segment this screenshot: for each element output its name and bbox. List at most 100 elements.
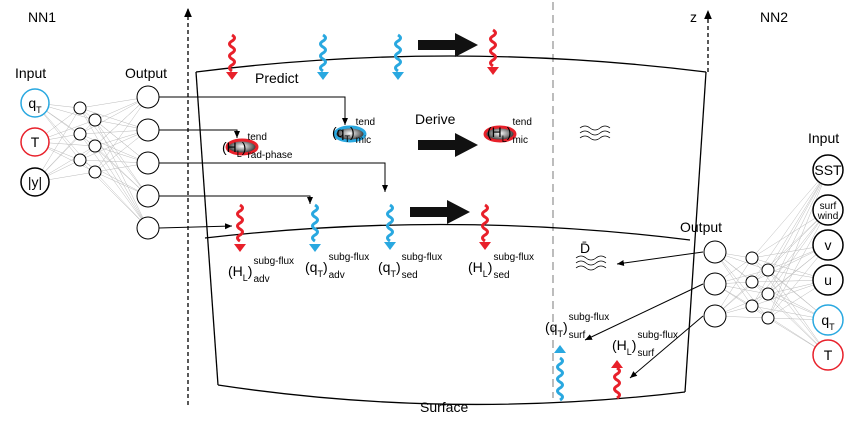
input-text: T [824,347,833,363]
term-close: ) [242,139,247,155]
link [751,169,829,307]
domain-shape [184,2,712,406]
input-label: qT [821,312,835,332]
flux-wave [556,356,564,402]
term: (HL) [228,263,252,283]
term-sub: mic [356,135,372,146]
term-sup: tend [356,117,375,128]
hidden-node [761,287,775,301]
hidden-node [761,263,775,277]
term: (qT) [332,124,355,144]
input-node [20,167,50,197]
flux-arrow [234,203,246,252]
term-close: ) [350,124,355,140]
term-close: ) [323,259,328,275]
input-node [812,154,844,186]
input-text: u [824,272,832,288]
term: (HL) [468,259,492,279]
output-node [703,240,727,264]
term-sub: adv [253,274,269,285]
hidden-node [88,165,102,179]
flux-head [392,72,404,80]
flux-wave [481,203,489,243]
flux-head [487,67,499,75]
nn2-output-title: Output [680,219,722,235]
term-sub: surf [637,348,654,359]
input-sub: T [36,105,42,115]
term-close: ) [248,263,253,279]
flux-head [384,242,396,250]
term-sub: surf [569,330,586,341]
term-var-sub: L [627,347,632,357]
link [79,107,149,131]
term-var: (H [468,259,483,275]
input-text: v [825,237,832,253]
flux-wave [311,203,319,243]
nn1-output-title: Output [125,65,167,81]
hidden-node [745,299,759,313]
flux-arrow [317,33,329,80]
link [767,169,829,319]
flux-head [317,72,329,80]
link [767,169,829,271]
link [767,269,829,356]
term-sub: mic [512,135,528,146]
link [94,96,149,173]
input-label: |y| [28,174,42,190]
link [751,169,829,259]
term: (qT) [378,259,401,279]
term-sub: sed [493,270,509,281]
term-sup: tend [512,117,531,128]
term-close: ) [563,319,568,335]
term-var-sub: L [237,149,242,159]
term: (HL) [222,139,246,159]
flux-arrow [384,203,396,250]
nn2-title: NN2 [760,9,788,25]
link [79,133,149,164]
term-var: (H [222,139,237,155]
term-var-sub: T [390,269,396,279]
output-node [136,85,160,109]
term: (HL) [487,124,511,144]
term: (qT) [305,259,328,279]
term-var-sub: T [344,134,350,144]
output-node [136,216,160,240]
term-sup: tend [247,132,266,143]
flux-wave [394,33,402,73]
input-label: u [824,272,832,288]
nn1-input-title: Input [15,65,46,81]
nn1-title: NN1 [28,9,56,25]
term-sup: subg-flux [329,252,370,263]
d-bar: D̄ [580,240,590,256]
input-text: q [28,95,36,111]
term-sup: subg-flux [637,330,678,341]
flux-wave [613,366,621,400]
blobs [225,125,517,156]
input-sub: T [829,322,835,332]
term-sup: subg-flux [402,252,443,263]
term-close: ) [396,259,401,275]
term-var: (q [378,259,390,275]
term-var: (q [332,124,344,140]
link [767,209,829,295]
term-var: (H [228,263,243,279]
input-node [20,88,50,118]
link [714,251,769,319]
term-var-sub: L [243,273,248,283]
input-label: qT [28,95,42,115]
hidden-node [88,113,102,127]
term-var: (H [612,337,627,353]
link [94,171,149,229]
term-sub: rad-phase [247,150,292,161]
hidden-node [761,311,775,325]
flux-arrows [226,28,623,402]
input-label: T [31,134,40,150]
output-node [703,304,727,328]
term-close: ) [488,259,493,275]
flux-head [611,360,623,368]
hidden-node [88,139,102,153]
link [79,159,149,197]
term-sup: subg-flux [493,252,534,263]
input-node [20,127,50,157]
